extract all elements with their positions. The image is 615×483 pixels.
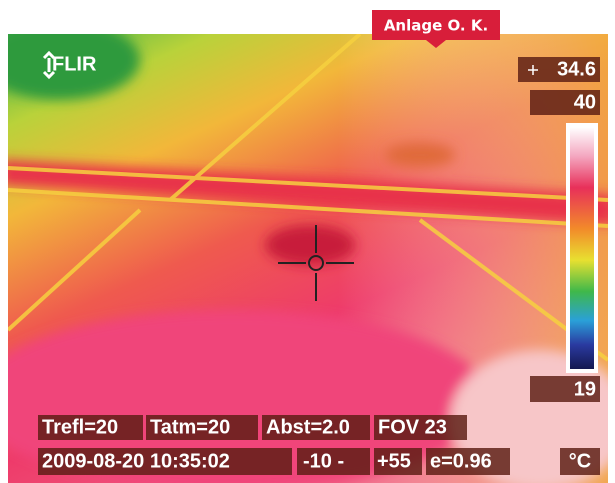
emissivity: e=0.96 (430, 450, 492, 472)
spot-value: 34.6 (557, 58, 596, 80)
logo: FLIR (52, 53, 97, 75)
param: Abst=2.0 (266, 416, 350, 438)
range-low: -10 - (303, 450, 344, 472)
param: Tatm=20 (150, 416, 230, 438)
thermal-image (0, 20, 615, 483)
param: Trefl=20 (42, 416, 118, 438)
timestamp: 2009-08-20 10:35:02 (42, 450, 230, 472)
banner-text: Anlage O. K. (384, 17, 488, 35)
scale-max: 40 (574, 91, 596, 113)
page: Anlage O. K. FLIR 34.6 40 19 Trefl=20 Ta… (0, 0, 615, 483)
colorbar (570, 127, 594, 369)
range-high: +55 (377, 450, 411, 472)
thermal-view: Anlage O. K. FLIR 34.6 40 19 Trefl=20 Ta… (0, 0, 615, 483)
param: FOV 23 (378, 416, 447, 438)
unit: °C (569, 450, 591, 472)
scale-min: 19 (574, 378, 596, 400)
